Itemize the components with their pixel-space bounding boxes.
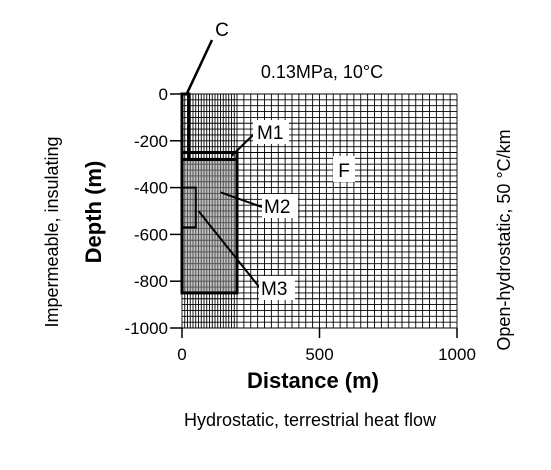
label-c: C — [215, 20, 229, 41]
y-tick-label: 0 — [159, 85, 168, 104]
region-c-outline — [180, 92, 191, 162]
label-f: F — [338, 161, 350, 182]
x-axis-ticks: 0 500 1000 — [177, 328, 476, 364]
label-m3: M3 — [261, 279, 287, 300]
top-boundary-label: 0.13MPa, 10°C — [261, 62, 383, 82]
right-boundary-label: Open-hydrostatic, 50 °C/km — [494, 129, 514, 350]
pointer-m2 — [220, 191, 263, 208]
y-axis-title: Depth (m) — [81, 161, 106, 264]
x-axis-title: Distance (m) — [247, 368, 379, 393]
y-tick-label: -1000 — [125, 319, 168, 338]
label-m1: M1 — [257, 123, 283, 144]
y-tick-label: -400 — [134, 179, 168, 198]
x-tick-label: 1000 — [438, 345, 476, 364]
y-tick-label: -600 — [134, 225, 168, 244]
pointer-c — [184, 39, 214, 96]
y-axis-ticks: 0 -200 -400 -600 -800 -1000 — [125, 85, 182, 338]
left-boundary-label: Impermeable, insulating — [42, 136, 62, 327]
label-m2: M2 — [264, 197, 290, 218]
region-m2-outline — [181, 186, 197, 229]
pointer-m3 — [197, 210, 261, 289]
x-tick-label: 0 — [177, 345, 186, 364]
pointer-m1 — [230, 133, 255, 157]
bottom-boundary-label: Hydrostatic, terrestrial heat flow — [184, 410, 437, 430]
y-tick-label: -800 — [134, 272, 168, 291]
y-tick-label: -200 — [134, 132, 168, 151]
x-tick-label: 500 — [305, 345, 333, 364]
